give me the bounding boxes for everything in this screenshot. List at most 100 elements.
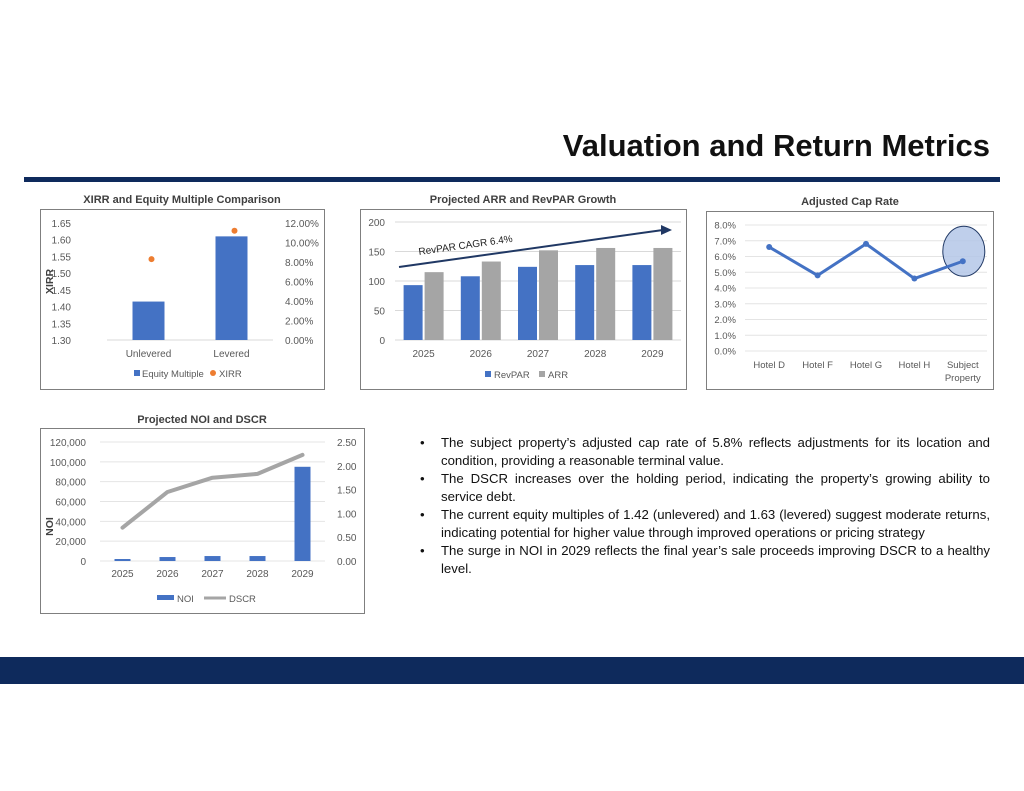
y-tick-label: 3.0%: [714, 299, 736, 310]
x-tick-label: Levered: [213, 349, 249, 360]
legend-swatch-equity-multiple: [134, 370, 140, 376]
x-tick-label: Unlevered: [126, 349, 172, 360]
bullet-item: The DSCR increases over the holding peri…: [420, 470, 990, 506]
x-tick-label: Subject: [947, 360, 979, 371]
y-axis-title: XIRR: [44, 269, 56, 295]
x-tick-label: Hotel H: [899, 360, 931, 371]
y-tick-label: 4.0%: [714, 284, 736, 295]
y-tick-label: 1.30: [52, 336, 72, 347]
legend-swatch-xirr: [210, 370, 216, 376]
y-tick-label: 50: [374, 307, 386, 318]
bar-equity-multiple: [132, 301, 165, 340]
bar-arr: [481, 261, 501, 340]
legend-swatch-arr: [539, 371, 545, 377]
cap-rate-point: [766, 244, 773, 251]
bar-arr: [596, 247, 616, 340]
y2-tick-label: 1.50: [337, 486, 357, 497]
y2-tick-label: 1.00: [337, 509, 357, 520]
x-tick-label: 2029: [641, 349, 664, 360]
bullet-item: The current equity multiples of 1.42 (un…: [420, 506, 990, 542]
growth-arrow: [398, 229, 664, 268]
y-tick-label: 1.50: [52, 269, 72, 280]
bullet-item: The subject property’s adjusted cap rate…: [420, 434, 990, 470]
y2-tick-label: 4.00%: [285, 297, 313, 308]
xirr-chart: 1.30 1.35 1.40 1.45 1.50 1.55 1.60 1.65 0.00% 2.0…: [40, 209, 325, 390]
y-tick-label: 120,000: [50, 438, 87, 449]
arr-chart-svg: 0 50 100 150 200 2025 2026 2027 2028 2029 RevPAR C…: [368, 218, 681, 381]
bar-noi: [249, 556, 266, 561]
x-tick-label: 2025: [111, 569, 134, 580]
y2-tick-label: 2.00: [337, 462, 357, 473]
cap-rate-point: [911, 275, 918, 282]
x-tick-label: Hotel F: [802, 360, 833, 371]
y-tick-label: 0: [379, 336, 385, 347]
y-tick-label: 80,000: [55, 478, 86, 489]
cap-rate-point: [959, 258, 966, 265]
y2-tick-label: 2.50: [337, 438, 357, 449]
y-tick-label: 100,000: [50, 458, 87, 469]
y-tick-label: 20,000: [55, 537, 86, 548]
y-tick-label: 1.35: [52, 319, 72, 330]
cap-rate-point: [814, 272, 821, 279]
y-tick-label: 0.0%: [714, 347, 736, 358]
cap-chart-svg: 0.0% 1.0% 2.0% 3.0% 4.0% 5.0% 6.0% 7.0% 8.0% Hote…: [714, 221, 987, 384]
dscr-line: [120, 452, 305, 530]
x-tick-label: 2025: [412, 349, 435, 360]
title-rule: [24, 177, 1000, 182]
bar-noi: [114, 559, 131, 561]
cap-rate-point: [863, 240, 869, 247]
y2-tick-label: 2.00%: [285, 317, 313, 328]
bar-revpar: [518, 266, 537, 340]
bar-noi: [204, 556, 221, 561]
y-tick-label: 6.0%: [714, 252, 736, 263]
y2-tick-label: 12.00%: [285, 219, 319, 230]
cap-rate-line: [768, 242, 964, 281]
x-tick-label: 2026: [470, 349, 493, 360]
x-tick-label: Hotel G: [850, 360, 882, 371]
y-tick-label: 100: [368, 277, 385, 288]
bar-arr: [653, 247, 673, 340]
xirr-chart-title: XIRR and Equity Multiple Comparison: [83, 194, 281, 206]
x-tick-label: 2028: [584, 349, 607, 360]
y-axis-title: NOI: [44, 517, 56, 536]
legend-label: Equity Multiple: [142, 369, 204, 380]
legend-label: DSCR: [229, 594, 256, 605]
y-tick-label: 1.55: [52, 252, 72, 263]
y-tick-label: 60,000: [55, 498, 86, 509]
legend-swatch-noi: [157, 595, 174, 600]
bar-arr: [424, 272, 444, 340]
cap-chart-title: Adjusted Cap Rate: [801, 196, 899, 208]
legend-label: XIRR: [219, 369, 242, 380]
x-tick-label: 2028: [246, 569, 269, 580]
arr-chart-title: Projected ARR and RevPAR Growth: [429, 194, 617, 206]
y2-tick-label: 0.50: [337, 533, 357, 544]
y-tick-label: 150: [368, 248, 385, 259]
legend-swatch-revpar: [485, 371, 491, 377]
y2-tick-label: 6.00%: [285, 278, 313, 289]
y-tick-label: 200: [368, 218, 385, 229]
growth-arrow-head: [661, 225, 672, 235]
x-tick-label: 2026: [156, 569, 179, 580]
noi-chart-svg: 0 20,000 40,000 60,000 80,000 100,000 120,000 0…: [44, 438, 357, 605]
y-tick-label: 40,000: [55, 517, 86, 528]
point-xirr: [148, 256, 155, 263]
bar-revpar: [632, 265, 652, 340]
xirr-chart-svg: 1.30 1.35 1.40 1.45 1.50 1.55 1.60 1.65 0.00% 2.0…: [44, 219, 319, 380]
y-tick-label: 1.60: [52, 236, 72, 247]
slide-title: Valuation and Return Metrics: [562, 128, 990, 163]
x-tick-label: 2027: [527, 349, 550, 360]
bar-revpar: [403, 285, 423, 340]
noi-chart-title: Projected NOI and DSCR: [137, 414, 267, 426]
x-tick-label: 2029: [291, 569, 314, 580]
y-tick-label: 5.0%: [714, 268, 736, 279]
y2-tick-label: 0.00: [337, 557, 357, 568]
bar-revpar: [575, 265, 595, 340]
x-tick-label: 2027: [201, 569, 224, 580]
y-tick-label: 0: [80, 557, 86, 568]
y-tick-label: 2.0%: [714, 315, 736, 326]
legend-label: NOI: [177, 594, 194, 605]
y-tick-label: 7.0%: [714, 236, 736, 247]
bar-revpar: [460, 276, 480, 340]
y-tick-label: 1.0%: [714, 331, 736, 342]
cap-chart: 0.0% 1.0% 2.0% 3.0% 4.0% 5.0% 6.0% 7.0% 8.0% Hote…: [706, 211, 994, 390]
